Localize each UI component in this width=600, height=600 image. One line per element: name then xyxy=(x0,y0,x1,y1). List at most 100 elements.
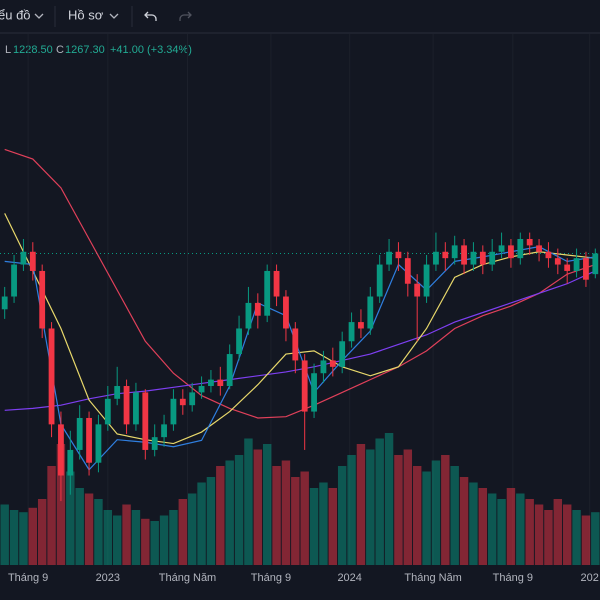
candle-body xyxy=(311,373,317,412)
candle-body xyxy=(170,398,177,425)
candle-body xyxy=(48,328,55,425)
candle-body xyxy=(404,258,411,284)
candle-body xyxy=(151,437,158,450)
volume-bar xyxy=(0,504,9,565)
candle-body xyxy=(11,264,17,297)
candle-body xyxy=(376,264,383,297)
volume-bar xyxy=(225,460,234,565)
candle-body xyxy=(367,296,374,329)
volume-bar xyxy=(47,466,56,565)
candle-body xyxy=(226,354,233,387)
candle-body xyxy=(358,322,364,329)
x-tick-label: Tháng Năm xyxy=(404,572,461,584)
candle-body xyxy=(470,251,477,265)
candle-body xyxy=(320,360,327,374)
moving-averages xyxy=(4,148,596,471)
candle-body xyxy=(95,424,102,463)
chevron[interactable] xyxy=(34,13,44,19)
candle-body xyxy=(348,322,355,342)
candle-body xyxy=(461,245,467,265)
volume-bar xyxy=(122,504,131,565)
toolbar: ểu đồ Hồ sơ xyxy=(0,6,600,34)
volume-bar xyxy=(506,488,516,565)
volume-bar xyxy=(159,515,169,565)
volume-bar xyxy=(403,449,413,565)
candle-body xyxy=(386,251,392,265)
volume-bar xyxy=(562,504,572,565)
candle-body xyxy=(414,283,421,297)
candle-body xyxy=(433,251,439,265)
volume-bar xyxy=(150,521,159,565)
candle-body xyxy=(545,251,552,259)
chevron[interactable] xyxy=(109,13,119,19)
legend-key: L xyxy=(5,44,11,56)
profile-menu[interactable]: Hồ sơ xyxy=(68,7,104,22)
candle-body xyxy=(123,386,130,425)
volume-bar xyxy=(516,493,525,565)
legend-key: C xyxy=(56,44,64,56)
volume-bar xyxy=(572,510,581,565)
candle-body xyxy=(498,245,505,252)
volume-bar xyxy=(337,466,347,565)
candle-body xyxy=(554,258,561,265)
volume-bar xyxy=(37,499,47,565)
volume-bar xyxy=(328,488,338,565)
volume-bar xyxy=(450,466,459,565)
volume-bar xyxy=(356,444,366,565)
candle-body xyxy=(39,270,46,329)
volume-bar xyxy=(469,482,478,565)
candle-body xyxy=(58,424,64,476)
chart-menu[interactable]: ểu đồ xyxy=(0,7,31,22)
volume-bar xyxy=(28,507,38,565)
volume-bar xyxy=(394,455,403,565)
volume-bar xyxy=(9,510,19,565)
volume-bar xyxy=(384,433,394,565)
volume-bar xyxy=(459,477,469,565)
candle-body xyxy=(292,328,299,361)
x-tick-label: Tháng 9 xyxy=(493,572,533,584)
x-tick-label: 2023 xyxy=(96,572,120,584)
candle-body xyxy=(217,379,224,387)
candle-body xyxy=(208,379,214,387)
volume-bar xyxy=(431,460,441,565)
candle-body xyxy=(479,251,486,265)
volume-bar xyxy=(169,510,178,565)
volume-bar xyxy=(19,512,28,565)
candle-body xyxy=(161,424,167,438)
candle-body xyxy=(273,270,280,297)
candle-body xyxy=(339,341,346,367)
undo-icon[interactable] xyxy=(144,11,157,21)
volume-bar xyxy=(94,499,103,565)
candle-body xyxy=(236,328,242,355)
candle-body xyxy=(451,245,458,259)
candle-body xyxy=(189,392,196,406)
candle-body xyxy=(86,417,92,463)
x-tick-label: Tháng 9 xyxy=(8,572,48,584)
volume-bar xyxy=(206,477,216,565)
volume-bar xyxy=(56,444,66,565)
redo-icon[interactable] xyxy=(179,11,192,21)
x-axis: Tháng 9 2023 Tháng Năm Tháng 9 2024 Tháng Năm… xyxy=(8,572,599,584)
volume-bar xyxy=(253,449,263,565)
volume-bar xyxy=(197,482,206,565)
volume-bar xyxy=(66,471,75,565)
volume-bar xyxy=(84,493,94,565)
candle-body xyxy=(395,251,402,259)
candle-body xyxy=(583,258,589,280)
candle-body xyxy=(29,251,36,271)
candles xyxy=(1,232,599,502)
volume-bar xyxy=(534,504,544,565)
candle-body xyxy=(1,296,8,310)
x-tick-label: 2024 xyxy=(337,572,361,584)
candle-body xyxy=(67,449,74,476)
volume-bar xyxy=(441,455,450,565)
volume-bar xyxy=(553,499,563,565)
volume-bar xyxy=(281,460,291,565)
volume-bar xyxy=(300,471,309,565)
volume-bar xyxy=(216,466,225,565)
volume-bar xyxy=(131,510,141,565)
candle-body xyxy=(564,264,571,271)
legend-change: +41.00 (+3.34%) xyxy=(110,44,192,56)
legend-value: 1228.50 xyxy=(13,44,53,56)
